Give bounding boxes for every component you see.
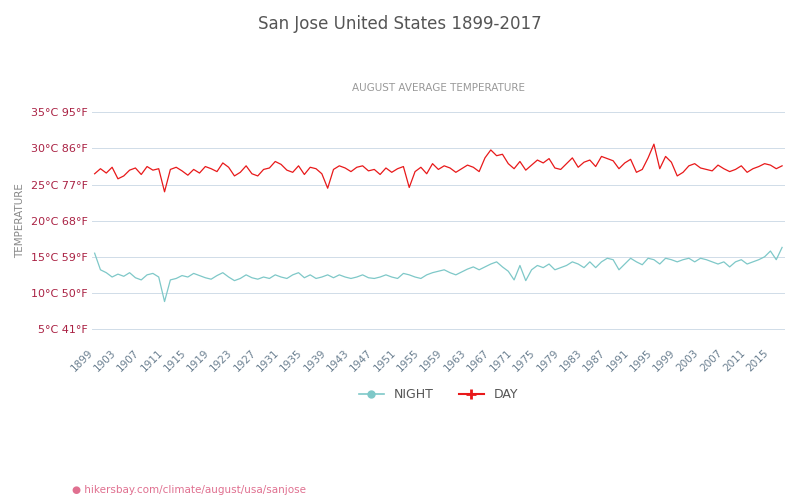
Title: AUGUST AVERAGE TEMPERATURE: AUGUST AVERAGE TEMPERATURE — [352, 83, 525, 93]
Legend: NIGHT, DAY: NIGHT, DAY — [354, 383, 523, 406]
Text: ● hikersbay.com/climate/august/usa/sanjose: ● hikersbay.com/climate/august/usa/sanjo… — [72, 485, 306, 495]
Y-axis label: TEMPERATURE: TEMPERATURE — [15, 184, 25, 258]
Text: San Jose United States 1899-2017: San Jose United States 1899-2017 — [258, 15, 542, 33]
